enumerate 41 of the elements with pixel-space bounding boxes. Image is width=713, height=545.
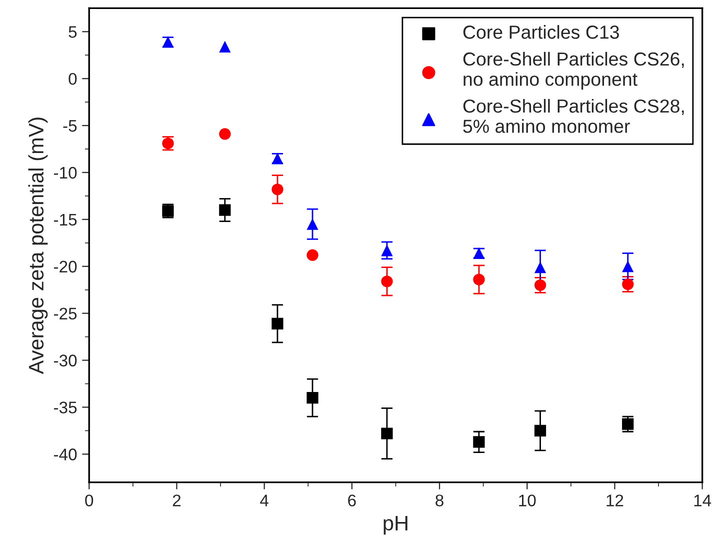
y-tick-label: -10 [54, 166, 77, 179]
x-tick-label: 0 [85, 494, 94, 506]
point [473, 436, 485, 448]
x-tick-label: 12 [606, 494, 624, 506]
y-tick-label: 0 [68, 72, 77, 85]
point [306, 218, 318, 230]
x-tick-label: 2 [172, 494, 181, 506]
y-tick-label: -5 [63, 120, 77, 132]
point [622, 418, 634, 430]
x-tick-label: 4 [260, 494, 268, 506]
y-tick-label: -20 [54, 260, 77, 273]
point [381, 428, 393, 440]
legend-label: Core-Shell Particles CS26, no amino component [463, 52, 684, 90]
point [534, 424, 546, 436]
legend-label: Core-Shell Particles CS28, 5% amino monomer [463, 98, 684, 133]
y-tick-label: -40 [54, 448, 77, 460]
y-tick-label: -30 [54, 354, 77, 366]
point [219, 204, 231, 216]
y-tick-label: -15 [54, 214, 77, 226]
point [622, 260, 634, 272]
point [473, 274, 485, 286]
point [219, 40, 231, 52]
y-axis-title: Average zeta potential (mV) [28, 118, 48, 374]
x-tick-label: 10 [519, 494, 536, 506]
point [306, 392, 318, 404]
point [534, 262, 546, 274]
point [272, 184, 284, 196]
y-tick-label: -35 [54, 402, 77, 414]
point [219, 128, 231, 140]
point [306, 249, 318, 261]
x-tick-label: 8 [436, 494, 444, 506]
x-tick-label: 14 [694, 494, 712, 506]
point [381, 276, 393, 288]
y-tick-label: -25 [54, 308, 77, 320]
y-tick-label: 5 [68, 26, 77, 38]
legend-label: Core Particles C13 [463, 25, 619, 39]
point [381, 244, 393, 256]
point [534, 279, 546, 291]
point [272, 318, 284, 330]
x-tick-label: 6 [348, 494, 356, 506]
x-axis-title: pH [384, 516, 408, 535]
